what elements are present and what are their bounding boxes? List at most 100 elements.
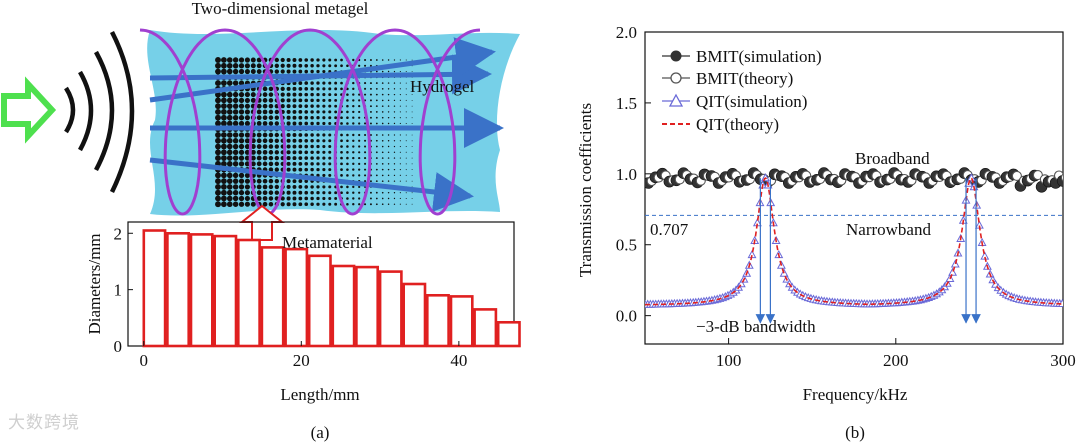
lattice-dot <box>328 150 332 154</box>
lattice-dot <box>334 202 338 206</box>
lattice-dot <box>352 87 355 91</box>
lattice-dot <box>280 202 285 207</box>
lattice-dot <box>352 145 355 148</box>
lattice-dot <box>322 133 326 137</box>
y-tick-label: 0.0 <box>616 307 637 326</box>
lattice-dot <box>215 114 221 121</box>
lattice-dot <box>399 134 401 136</box>
diameter-bar <box>378 270 403 348</box>
diameter-ticks: 0 20 40 0 1 2 <box>114 224 468 370</box>
lattice-dot <box>286 138 291 143</box>
lattice-dot <box>250 57 256 63</box>
lattice-dot <box>393 122 396 125</box>
lattice-dot <box>274 138 280 143</box>
diameter-bar <box>307 254 332 348</box>
lattice-dot <box>262 161 268 167</box>
lattice-dot <box>215 57 221 63</box>
lattice-dot <box>322 191 326 195</box>
lattice-dot <box>292 58 297 62</box>
lattice-dot <box>399 88 401 90</box>
lattice-dot <box>334 58 338 62</box>
lattice-dot <box>358 162 361 165</box>
transmission-xlabel: Frequency/kHz <box>803 385 908 404</box>
lattice-dot <box>221 155 227 161</box>
lattice-dot <box>310 167 314 172</box>
lattice-dot <box>244 149 250 155</box>
diameter-bar <box>237 238 261 348</box>
lattice-dot <box>340 81 343 85</box>
lattice-dot <box>369 93 372 96</box>
lattice-dot <box>262 144 268 149</box>
lattice-dot <box>322 150 326 154</box>
lattice-dot <box>232 80 239 86</box>
lattice-dot <box>298 202 303 207</box>
lattice-dot <box>262 138 268 144</box>
lattice-dot <box>292 150 297 155</box>
diameter-bar <box>473 308 498 348</box>
lattice-dot <box>346 191 349 194</box>
lattice-dot <box>393 82 396 84</box>
lattice-dot <box>256 103 262 109</box>
lattice-dot <box>298 156 303 160</box>
lattice-dot <box>405 157 407 159</box>
lattice-dot <box>244 68 250 75</box>
y-tick-label: 0 <box>114 337 123 356</box>
lattice-dot <box>310 98 314 103</box>
lattice-dot <box>226 114 233 121</box>
lattice-dot <box>310 64 314 68</box>
legend: BMIT(simulation) BMIT(theory) QIT(simula… <box>662 47 822 134</box>
lattice-dot <box>399 70 401 73</box>
lattice-dot <box>215 120 221 127</box>
lattice-dot <box>262 121 268 126</box>
lattice-dot <box>340 139 343 143</box>
lattice-dot <box>238 190 245 196</box>
lattice-dot <box>268 103 274 109</box>
lattice-dot <box>328 104 332 108</box>
lattice-dot <box>244 184 250 190</box>
lattice-dot <box>298 133 303 137</box>
lattice-dot <box>221 184 227 190</box>
lattice-dot <box>405 105 407 107</box>
lattice-dot <box>215 155 221 162</box>
lattice-dot <box>244 97 250 103</box>
lattice-dot <box>215 178 221 185</box>
lattice-dot <box>334 98 338 102</box>
diameter-bar <box>260 246 285 348</box>
lattice-dot <box>250 63 256 69</box>
lattice-dot <box>244 190 250 196</box>
lattice-dot <box>268 132 274 138</box>
lattice-dot <box>298 138 303 143</box>
lattice-dot <box>310 139 314 143</box>
lattice-dot <box>232 114 239 121</box>
lattice-dot <box>304 144 309 149</box>
lattice-dot <box>268 201 274 207</box>
lattice-dot <box>232 97 239 104</box>
lattice-dot <box>215 108 221 115</box>
lattice-dot <box>232 195 239 202</box>
lattice-dot <box>364 174 367 177</box>
lattice-dot <box>316 196 320 201</box>
y-tick-label: 2.0 <box>616 23 637 42</box>
lattice-dot <box>375 139 378 142</box>
lattice-dot <box>310 87 314 91</box>
y-tick-label: 1 <box>114 281 123 300</box>
lattice-dot <box>274 184 280 190</box>
lattice-dot <box>352 104 355 108</box>
lattice-dot <box>316 202 320 206</box>
lattice-dot <box>274 109 280 115</box>
lattice-dot <box>322 93 326 97</box>
lattice-dot <box>399 122 401 125</box>
lattice-dot <box>232 57 239 63</box>
lattice-dot <box>340 191 343 195</box>
lattice-dot <box>316 98 320 103</box>
lattice-dot <box>304 156 309 160</box>
lattice-dot <box>292 202 297 207</box>
lattice-dot <box>250 155 256 161</box>
lattice-dot <box>393 203 396 205</box>
lattice-dot <box>393 180 396 182</box>
lattice-dot <box>286 121 291 126</box>
lattice-dot <box>226 137 233 144</box>
lattice-dot <box>238 195 245 202</box>
lattice-dot <box>322 58 326 62</box>
